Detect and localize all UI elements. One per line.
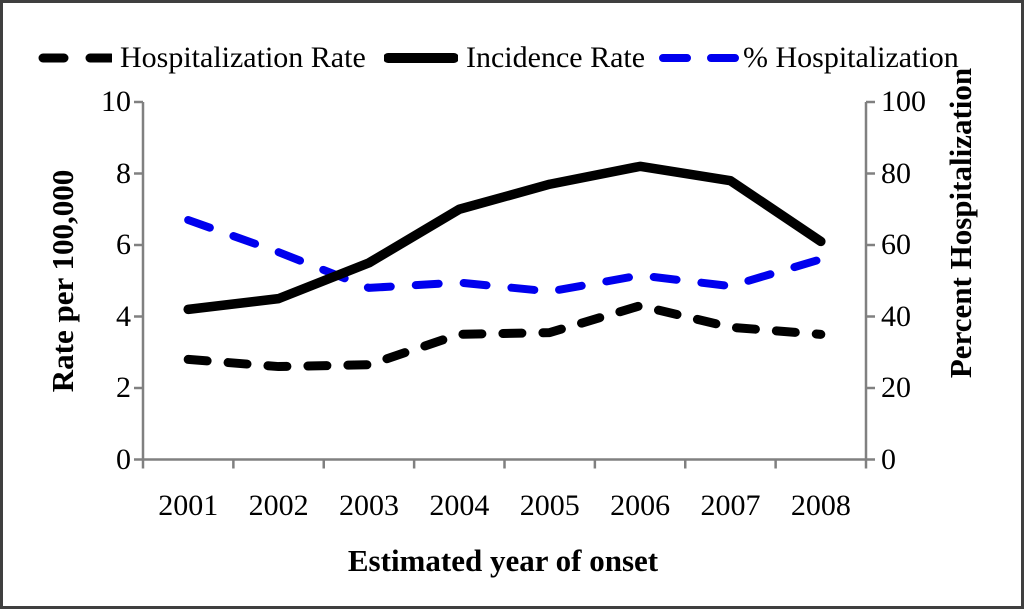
left-axis-tick-label: 4 xyxy=(116,299,131,333)
solid-black-line-icon xyxy=(384,53,458,63)
left-axis-tick-label: 10 xyxy=(101,85,131,118)
right-axis-tick-label: 20 xyxy=(881,371,911,404)
x-axis-tick-label: 2008 xyxy=(790,489,851,522)
left-axis-tick-label: 6 xyxy=(116,228,131,261)
x-axis-tick-label: 2001 xyxy=(158,489,219,522)
left-axis-tick-label: 0 xyxy=(116,442,131,476)
plot-area xyxy=(134,100,875,469)
right-axis-tick-label: 100 xyxy=(881,85,926,118)
legend-item-hospitalization-rate: Hospitalization Rate xyxy=(38,38,366,78)
right-axis-tick-label: 0 xyxy=(881,442,896,476)
series-line-incidence-rate xyxy=(183,161,826,315)
x-axis-tick-label: 2004 xyxy=(429,489,490,522)
x-axis-title: Estimated year of onset xyxy=(347,543,659,578)
right-axis-tick-label: 40 xyxy=(881,299,911,333)
legend-label-hospitalization-rate: Hospitalization Rate xyxy=(120,41,366,74)
series-line-hospitalization-rate xyxy=(183,301,826,372)
x-axis-tick-label: 2005 xyxy=(519,489,580,522)
left-axis-tick-label: 8 xyxy=(116,156,131,190)
dashed-blue-line-icon xyxy=(659,54,739,62)
series-line-hospitalization xyxy=(184,215,825,296)
left-axis-tick-label: 2 xyxy=(116,371,131,404)
x-axis-tick-label: 2002 xyxy=(248,489,309,522)
right-axis-tick-label: 60 xyxy=(881,228,911,261)
legend-item-incidence-rate: Incidence Rate xyxy=(384,38,645,78)
right-axis-title: Percent Hospitalization xyxy=(943,67,978,379)
x-axis-tick-label: 2003 xyxy=(338,489,399,522)
legend-item-pct-hospitalization: % Hospitalization xyxy=(659,38,959,78)
x-axis-tick-label: 2007 xyxy=(700,489,761,522)
x-axis-tick-label: 2006 xyxy=(610,489,671,522)
dashed-black-line-icon xyxy=(38,53,112,63)
left-axis-title: Rate per 100,000 xyxy=(45,169,80,393)
right-axis-tick-label: 80 xyxy=(881,156,911,190)
legend-label-incidence-rate: Incidence Rate xyxy=(466,41,646,74)
legend-label-pct-hospitalization: % Hospitalization xyxy=(743,41,959,74)
